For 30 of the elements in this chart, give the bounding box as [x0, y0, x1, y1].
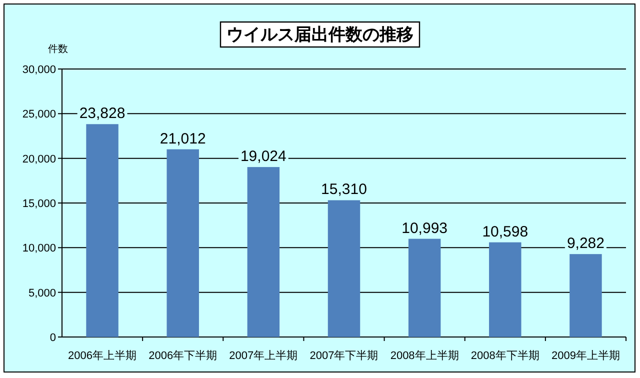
x-tick-label: 2006年上半期 [68, 349, 137, 362]
bar [408, 238, 441, 337]
bar [247, 167, 280, 337]
bar [328, 200, 360, 337]
chart-title: ウイルス届出件数の推移 [226, 25, 414, 44]
x-tick-label: 2007年下半期 [310, 349, 378, 362]
x-tick-label: 2009年上半期 [551, 349, 620, 362]
data-label: 15,310 [321, 181, 367, 198]
x-tick-label: 2006年下半期 [148, 349, 218, 362]
y-tick-label: 30,000 [22, 64, 56, 76]
data-label: 19,024 [240, 148, 286, 166]
x-tick-label: 2007年上半期 [229, 349, 298, 362]
bar [489, 242, 522, 337]
data-label: 9,282 [566, 235, 604, 252]
data-label: 10,993 [402, 220, 448, 237]
y-tick-label: 5,000 [28, 287, 56, 300]
x-tick-label: 2008年上半期 [390, 349, 459, 362]
y-tick-label: 15,000 [22, 198, 56, 210]
y-axis-title: 件数 [48, 44, 68, 55]
y-tick-label: 0 [50, 332, 56, 344]
bar [166, 149, 199, 337]
data-label: 21,012 [160, 130, 206, 148]
bar [86, 124, 118, 337]
y-tick-label: 10,000 [22, 242, 56, 255]
bar [570, 254, 602, 337]
y-tick-label: 25,000 [22, 108, 56, 121]
y-tick-label: 20,000 [22, 153, 56, 166]
x-tick-label: 2008年下半期 [470, 349, 540, 362]
data-label: 23,828 [79, 105, 126, 122]
data-label: 10,598 [482, 223, 528, 240]
